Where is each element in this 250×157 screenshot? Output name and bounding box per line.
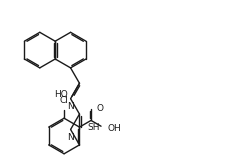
Text: N: N <box>67 102 74 111</box>
Text: Cl: Cl <box>60 96 68 105</box>
Text: N: N <box>67 133 74 142</box>
Text: HO: HO <box>54 90 68 99</box>
Text: SH: SH <box>88 123 100 133</box>
Text: O: O <box>96 104 103 113</box>
Text: OH: OH <box>108 124 122 133</box>
